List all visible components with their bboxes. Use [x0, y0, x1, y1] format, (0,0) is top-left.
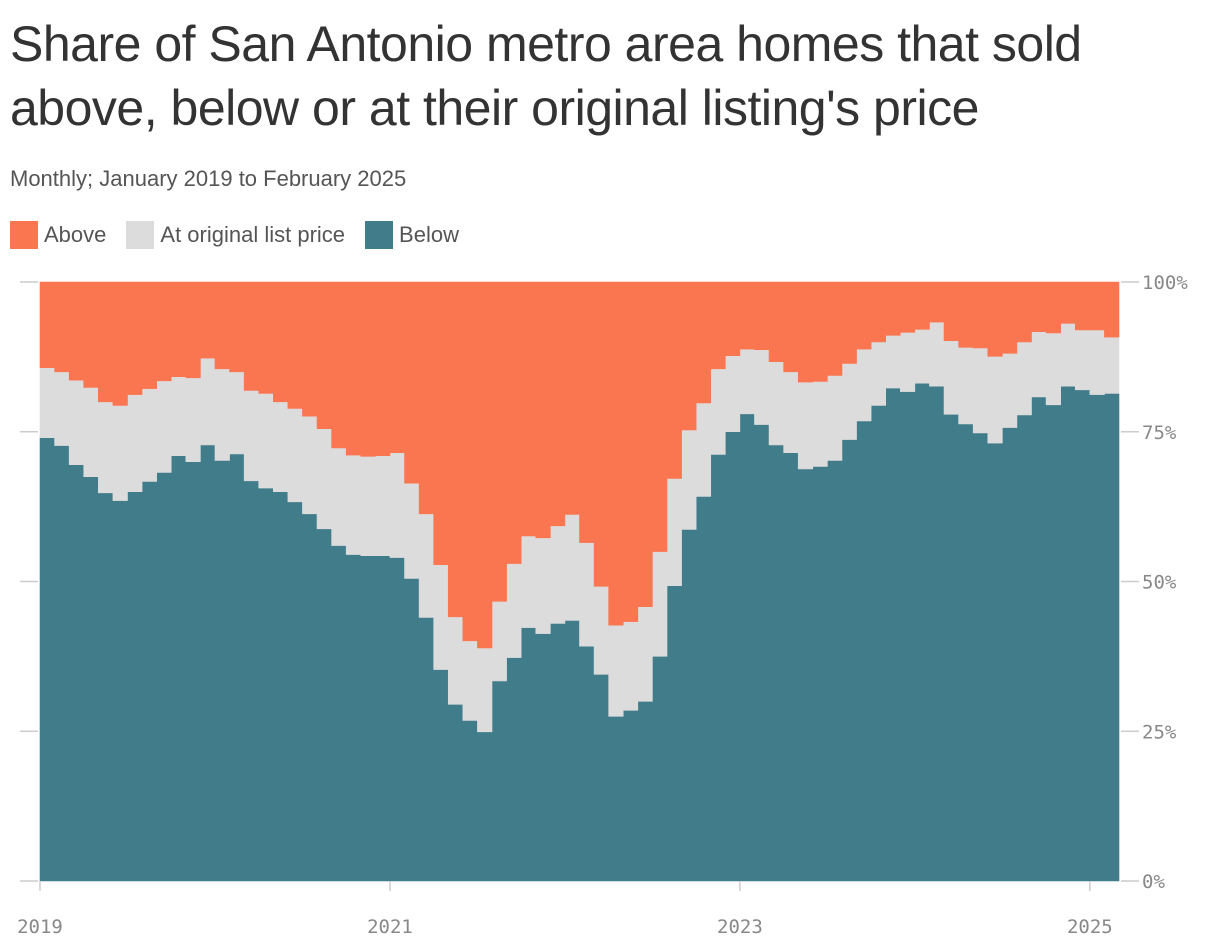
chart-areas: [39, 281, 1120, 882]
chart-legend: Above At original list price Below: [10, 221, 479, 249]
legend-label-below: Below: [399, 222, 459, 247]
y-tick-label-0: 0%: [1142, 871, 1165, 893]
area-series-above: [39, 281, 1120, 649]
x-tick-label-2019: 2019: [17, 916, 63, 938]
legend-item-below: Below: [365, 221, 459, 249]
x-tick-label-2023: 2023: [717, 916, 763, 938]
legend-label-at-list-price: At original list price: [160, 222, 346, 247]
chart-axes: 0% 25% 50% 75% 100% 2019 2021 2023 2025: [17, 272, 1188, 938]
chart-subtitle: Monthly; January 2019 to February 2025: [10, 166, 407, 191]
y-tick-label-50: 50%: [1142, 572, 1177, 594]
x-tick-label-2025: 2025: [1067, 916, 1113, 938]
chart-title: Share of San Antonio metro area homes th…: [10, 16, 1082, 136]
y-tick-label-100: 100%: [1142, 272, 1188, 294]
legend-item-at-list-price: At original list price: [126, 221, 345, 249]
legend-item-above: Above: [10, 221, 106, 249]
legend-swatch-at-list-price: [126, 221, 155, 249]
legend-label-above: Above: [44, 222, 107, 247]
y-tick-label-25: 25%: [1142, 721, 1177, 743]
x-tick-label-2021: 2021: [367, 916, 413, 938]
legend-swatch-above: [10, 221, 38, 249]
legend-swatch-below: [365, 221, 394, 249]
y-tick-label-75: 75%: [1142, 422, 1177, 444]
